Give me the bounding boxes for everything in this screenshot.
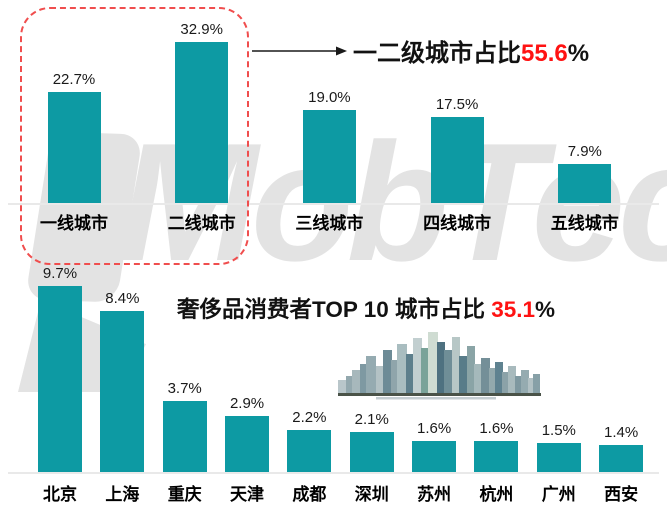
highlight-region-outline xyxy=(20,7,249,265)
city-skyline-image xyxy=(338,332,541,400)
bar xyxy=(225,416,270,472)
bar xyxy=(412,441,457,472)
bar-value-label: 19.0% xyxy=(308,89,351,106)
bar-category-label: 五线城市 xyxy=(550,214,619,233)
bar-category-label: 成都 xyxy=(292,485,327,504)
tier-annotation-prefix: 一二级城市占比 xyxy=(353,40,521,67)
bar-category-label: 重庆 xyxy=(167,485,202,504)
bar-value-label: 3.7% xyxy=(167,380,202,397)
bar xyxy=(302,110,356,203)
bar-category-label: 北京 xyxy=(43,485,77,504)
top10-title-suffix: % xyxy=(535,297,556,322)
bar-value-label: 8.4% xyxy=(105,290,140,307)
bar xyxy=(430,117,484,203)
bar-category-label: 三线城市 xyxy=(295,214,364,233)
bar xyxy=(536,443,581,472)
bar-value-label: 7.9% xyxy=(567,143,602,160)
bar xyxy=(287,430,332,472)
bar-category-label: 四线城市 xyxy=(423,214,492,233)
bar-value-label: 22.7% xyxy=(52,71,96,88)
bar-category-label: 深圳 xyxy=(354,485,389,504)
top10-title-value: 35.1 xyxy=(491,297,536,322)
bar xyxy=(599,445,644,472)
top10-title-prefix: 奢侈品消费者TOP 10 城市占比 xyxy=(177,297,492,322)
bar-value-label: 32.9% xyxy=(180,21,223,38)
bar-category-label: 二线城市 xyxy=(167,214,236,233)
bar xyxy=(349,432,394,472)
bar xyxy=(558,164,612,203)
bar-category-label: 广州 xyxy=(541,485,576,504)
bar xyxy=(47,92,101,203)
bar-value-label: 9.7% xyxy=(42,265,78,282)
tier-annotation-value: 55.6 xyxy=(521,40,568,67)
bar xyxy=(38,286,82,472)
bar-category-label: 杭州 xyxy=(479,485,514,504)
bar xyxy=(100,311,145,472)
bar-value-label: 2.9% xyxy=(229,395,265,412)
bar-value-label: 1.5% xyxy=(541,422,576,439)
bar-value-label: 2.1% xyxy=(354,411,389,428)
bar-category-label: 天津 xyxy=(230,485,265,504)
tier-annotation-title: 一二级城市占比55.6% xyxy=(353,33,589,68)
bar xyxy=(175,42,229,203)
bar-category-label: 苏州 xyxy=(417,485,452,504)
bar xyxy=(162,401,207,472)
bar-value-label: 2.2% xyxy=(292,409,327,426)
bar-value-label: 1.4% xyxy=(604,424,639,441)
annotation-arrow-icon xyxy=(252,46,347,56)
bar-value-label: 17.5% xyxy=(435,96,479,113)
top10-chart-title: 奢侈品消费者TOP 10 城市占比 35.1% xyxy=(177,292,555,324)
top-chart-axis-line xyxy=(8,203,659,205)
tier-annotation-suffix: % xyxy=(567,40,590,67)
bar xyxy=(474,441,519,472)
bar-value-label: 1.6% xyxy=(479,420,514,437)
bar-category-label: 一线城市 xyxy=(40,214,108,233)
bottom-chart-axis-line xyxy=(8,472,659,474)
bar-category-label: 西安 xyxy=(604,485,639,504)
bar-category-label: 上海 xyxy=(105,485,140,504)
bar-value-label: 1.6% xyxy=(416,420,452,437)
